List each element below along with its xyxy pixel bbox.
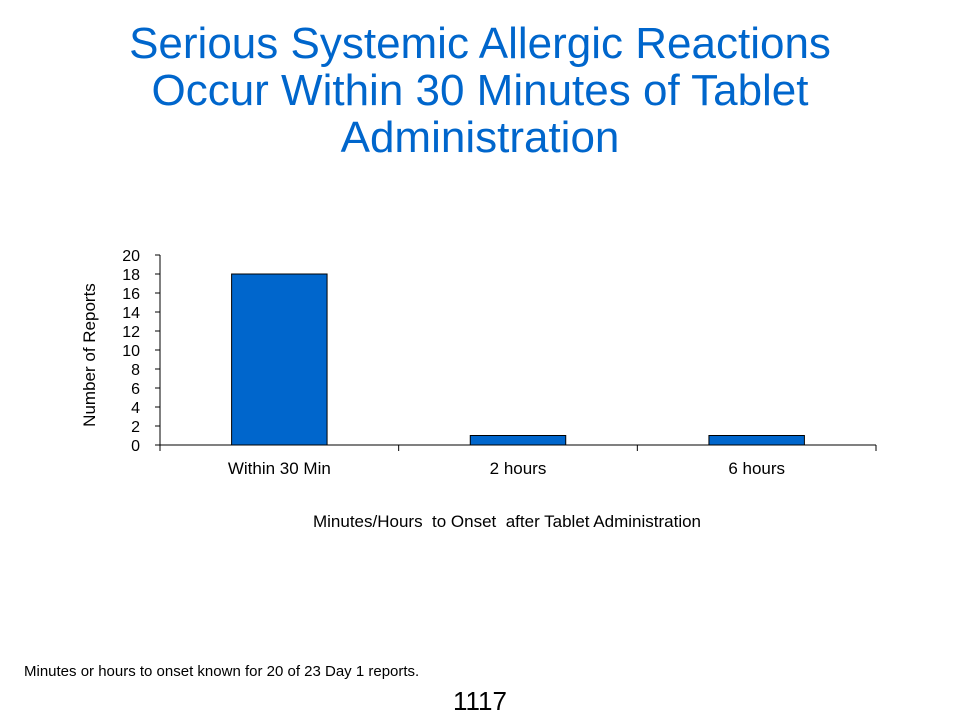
title-line-3: Administration bbox=[340, 113, 620, 162]
y-axis-label: Number of Reports bbox=[80, 283, 99, 427]
y-tick-label: 10 bbox=[122, 343, 140, 360]
bar-6-hours bbox=[708, 435, 805, 446]
y-tick-label: 20 bbox=[122, 248, 140, 265]
y-tick-label: 2 bbox=[131, 419, 140, 436]
x-tick-label: 2 hours bbox=[490, 459, 547, 478]
x-tick-label: Within 30 Min bbox=[228, 459, 331, 478]
x-axis: Within 30 Min 2 hours 6 hours bbox=[159, 444, 877, 478]
footnote: Minutes or hours to onset known for 20 o… bbox=[24, 663, 420, 680]
bar-2-hours bbox=[469, 435, 567, 446]
title-line-2: Occur Within 30 Minutes of Tablet bbox=[151, 66, 809, 115]
y-tick-label: 12 bbox=[122, 324, 140, 341]
y-tick-label: 8 bbox=[131, 362, 140, 379]
y-tick-label: 6 bbox=[131, 381, 140, 398]
slide-title: Serious Systemic Allergic Reactions Occu… bbox=[40, 20, 920, 161]
y-tick-label: 14 bbox=[122, 305, 140, 322]
y-tick-label: 4 bbox=[131, 400, 140, 417]
x-axis-label: Minutes/Hours to Onset after Tablet Admi… bbox=[313, 512, 701, 531]
x-tick-label: 6 hours bbox=[728, 459, 785, 478]
y-tick-label: 16 bbox=[122, 286, 140, 303]
bar-within-30-min bbox=[231, 273, 328, 446]
bars bbox=[231, 273, 805, 446]
title-line-1: Serious Systemic Allergic Reactions bbox=[129, 19, 831, 68]
y-axis: 0 2 4 6 8 10 12 14 16 18 20 bbox=[122, 248, 161, 455]
page-number: 1117 bbox=[453, 686, 507, 716]
y-tick-label: 18 bbox=[122, 267, 140, 284]
y-tick-label: 0 bbox=[131, 438, 140, 455]
